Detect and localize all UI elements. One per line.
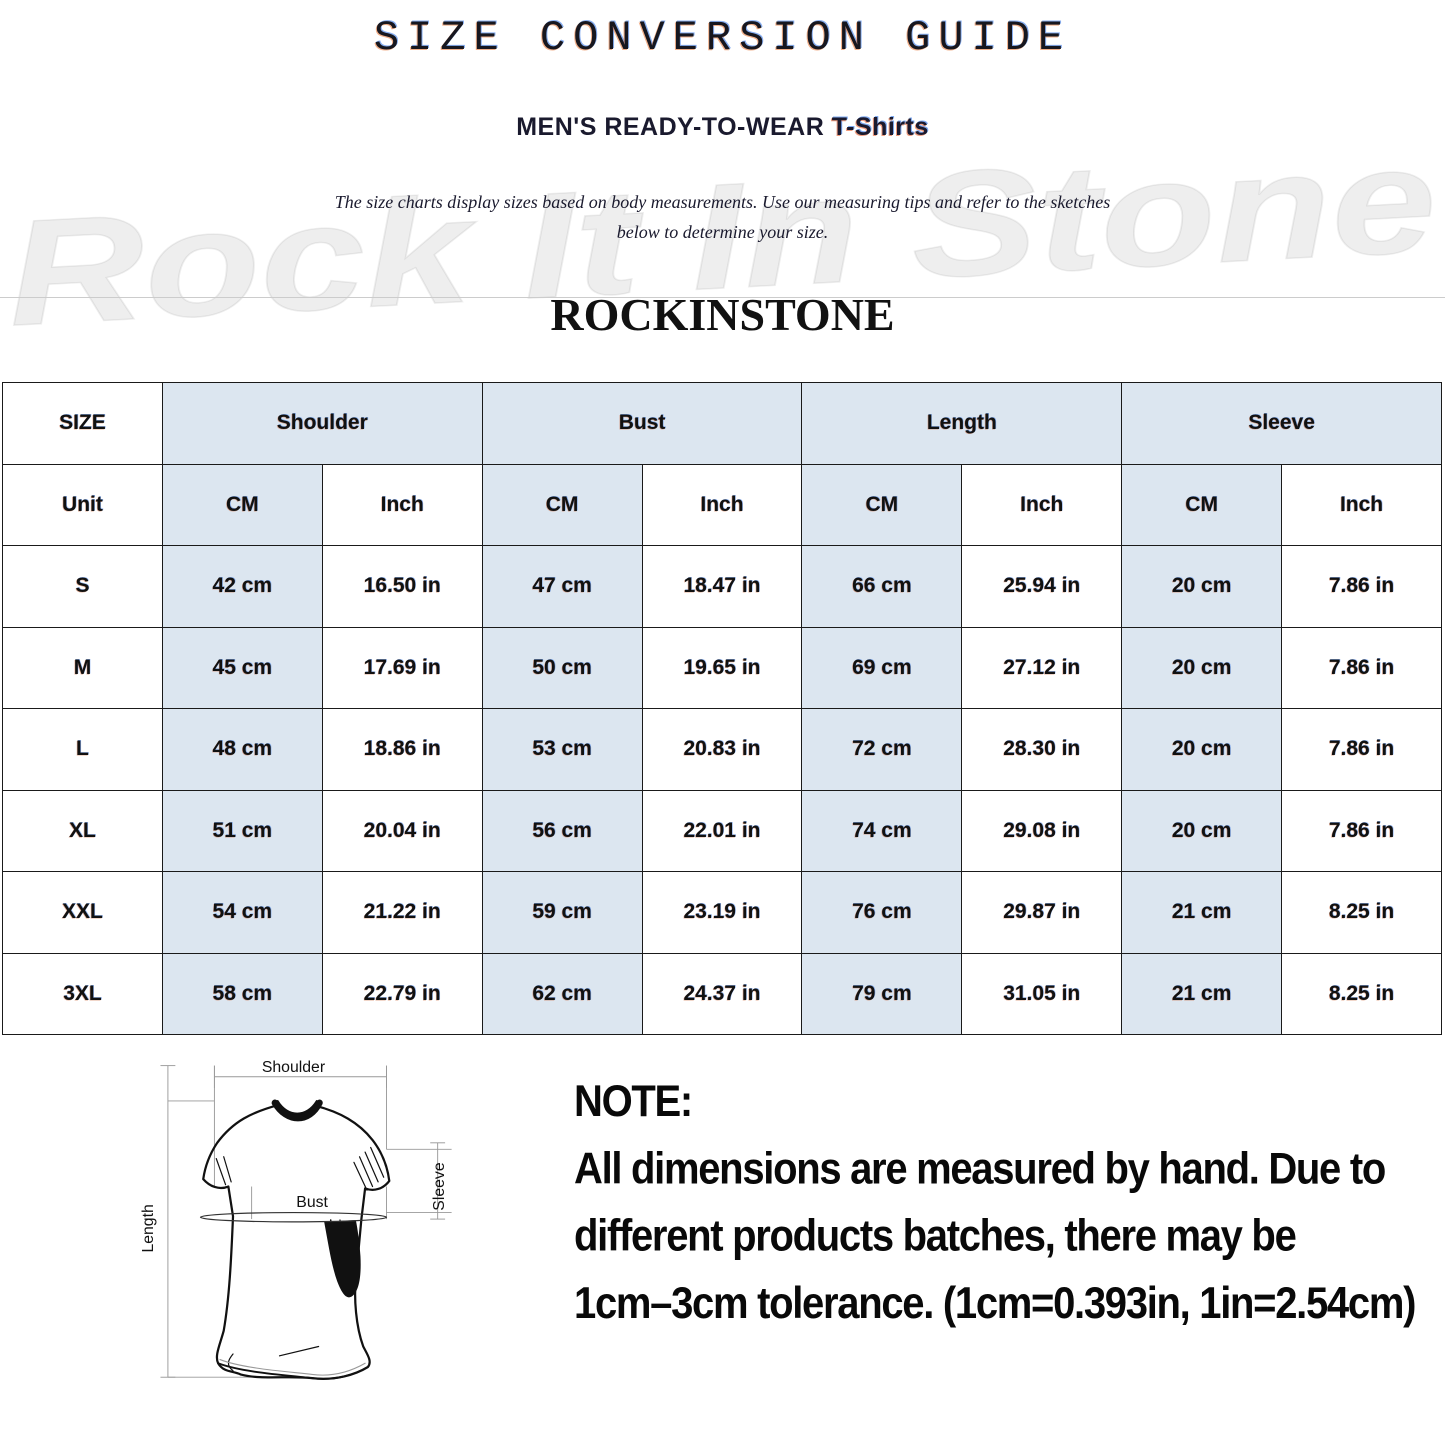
svg-text:Sleeve: Sleeve [431,1162,448,1211]
svg-text:Bust: Bust [296,1194,328,1211]
svg-text:Length: Length [140,1204,157,1252]
svg-text:Shoulder: Shoulder [262,1059,325,1076]
